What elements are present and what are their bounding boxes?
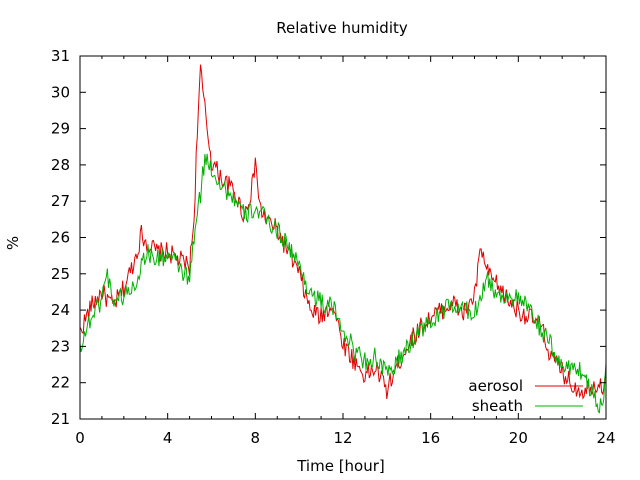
y-tick-label: 22 xyxy=(51,374,70,392)
y-axis: 21 22 23 24 25 26 27 28 29 30 31 xyxy=(51,47,606,428)
x-tick-label: 4 xyxy=(163,429,173,447)
y-tick-label: 30 xyxy=(51,83,70,101)
chart-title: Relative humidity xyxy=(276,19,408,37)
y-tick-label: 25 xyxy=(51,265,70,283)
y-tick-label: 23 xyxy=(51,337,70,355)
x-axis: 0 4 8 12 16 20 24 xyxy=(75,56,616,447)
x-axis-label: Time [hour] xyxy=(296,457,385,475)
x-tick-label: 20 xyxy=(509,429,528,447)
y-tick-label: 27 xyxy=(51,192,70,210)
y-tick-label: 28 xyxy=(51,156,70,174)
x-tick-label: 16 xyxy=(421,429,440,447)
y-tick-label: 24 xyxy=(51,301,70,319)
legend-label-sheath: sheath xyxy=(472,397,523,415)
legend-label-aerosol: aerosol xyxy=(468,377,523,395)
y-tick-label: 21 xyxy=(51,410,70,428)
y-axis-label: % xyxy=(4,236,22,250)
x-tick-label: 24 xyxy=(596,429,615,447)
x-tick-label: 0 xyxy=(75,429,85,447)
x-tick-label: 12 xyxy=(333,429,352,447)
legend: aerosol sheath xyxy=(468,377,583,415)
y-tick-label: 29 xyxy=(51,120,70,138)
plot-frame xyxy=(79,55,607,420)
y-tick-label: 31 xyxy=(51,47,70,65)
series-line-aerosol xyxy=(80,64,606,400)
x-tick-label: 8 xyxy=(251,429,261,447)
series-layer xyxy=(80,64,606,414)
series-line-sheath xyxy=(80,153,606,414)
y-tick-label: 26 xyxy=(51,229,70,247)
